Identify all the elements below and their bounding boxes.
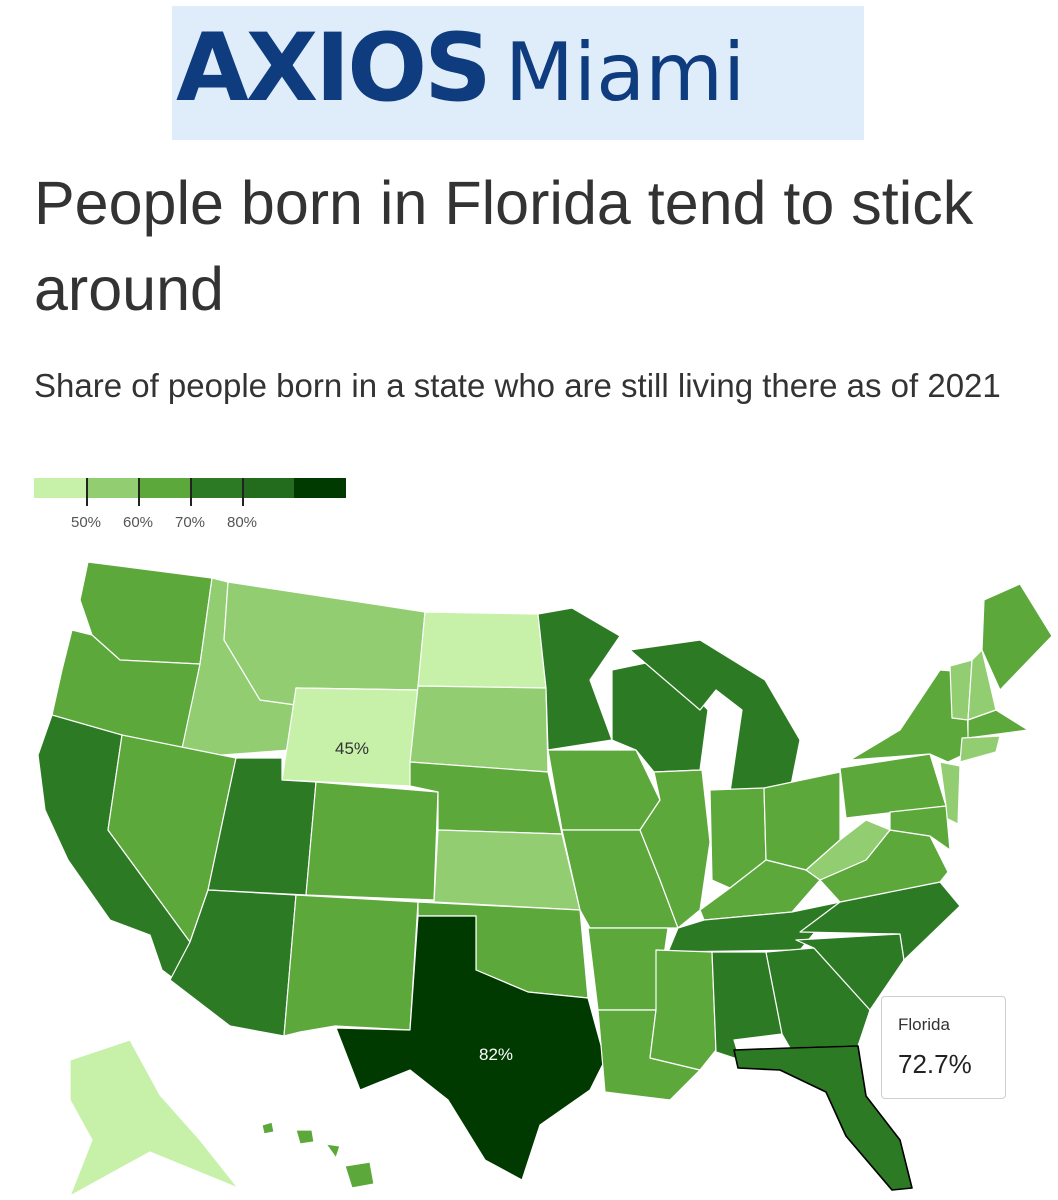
state-mississippi[interactable] (649, 949, 717, 1071)
state-massachusetts[interactable] (967, 709, 1029, 739)
state-connecticut-ri[interactable] (959, 735, 1001, 763)
state-south-carolina[interactable] (795, 933, 905, 1011)
tooltip-value: 72.7% (898, 1049, 972, 1079)
state-maryland-delaware[interactable] (889, 805, 951, 851)
logo-miami-text: Miami (504, 26, 746, 119)
state-hawaii-2[interactable] (295, 1129, 315, 1145)
legend-swatch (34, 478, 86, 498)
state-minnesota[interactable] (537, 607, 621, 751)
legend-swatch (86, 478, 138, 506)
brand-banner (172, 6, 864, 140)
state-colorado[interactable] (305, 781, 439, 901)
legend-bar (34, 478, 346, 506)
state-florida[interactable] (733, 1045, 913, 1191)
map-label-texas: 82% (479, 1045, 513, 1064)
state-hawaii-3[interactable] (325, 1143, 341, 1159)
logo-axios-text: AXIOS (176, 14, 492, 123)
legend-swatch (294, 478, 346, 498)
us-choropleth-map[interactable]: 45% 82% (0, 540, 1058, 1200)
chart-title: People born in Florida tend to stick aro… (34, 169, 974, 323)
map-label-wyoming: 45% (335, 739, 369, 758)
legend-labels: 50% 60% 70% 80% (34, 514, 346, 534)
legend-swatch (190, 478, 242, 506)
color-legend: 50% 60% 70% 80% (34, 478, 346, 534)
state-iowa[interactable] (547, 749, 661, 831)
chart-subtitle: Share of people born in a state who are … (34, 367, 1001, 404)
state-south-dakota[interactable] (409, 685, 549, 773)
map-tooltip: Florida 72.7% (881, 996, 1006, 1099)
legend-tick (86, 478, 88, 506)
legend-swatch (242, 478, 294, 506)
tooltip-state-name: Florida (898, 1015, 950, 1034)
state-kansas[interactable] (433, 829, 581, 911)
legend-label: 70% (174, 514, 206, 531)
legend-tick (138, 478, 140, 506)
state-north-dakota[interactable] (417, 611, 547, 689)
state-new-mexico[interactable] (283, 894, 419, 1037)
state-wyoming[interactable] (281, 687, 419, 787)
legend-label: 50% (70, 514, 102, 531)
state-texas[interactable] (335, 915, 606, 1181)
state-hawaii-4[interactable] (344, 1161, 375, 1189)
state-montana[interactable] (223, 581, 426, 706)
legend-swatch (138, 478, 190, 506)
axios-miami-logo: AXIOS Miami (176, 14, 745, 123)
legend-label: 60% (122, 514, 154, 531)
state-alaska[interactable] (69, 1039, 239, 1197)
legend-tick (242, 478, 244, 506)
legend-label: 80% (226, 514, 258, 531)
legend-tick (190, 478, 192, 506)
state-maine[interactable] (981, 583, 1053, 691)
state-hawaii-1[interactable] (261, 1121, 275, 1135)
